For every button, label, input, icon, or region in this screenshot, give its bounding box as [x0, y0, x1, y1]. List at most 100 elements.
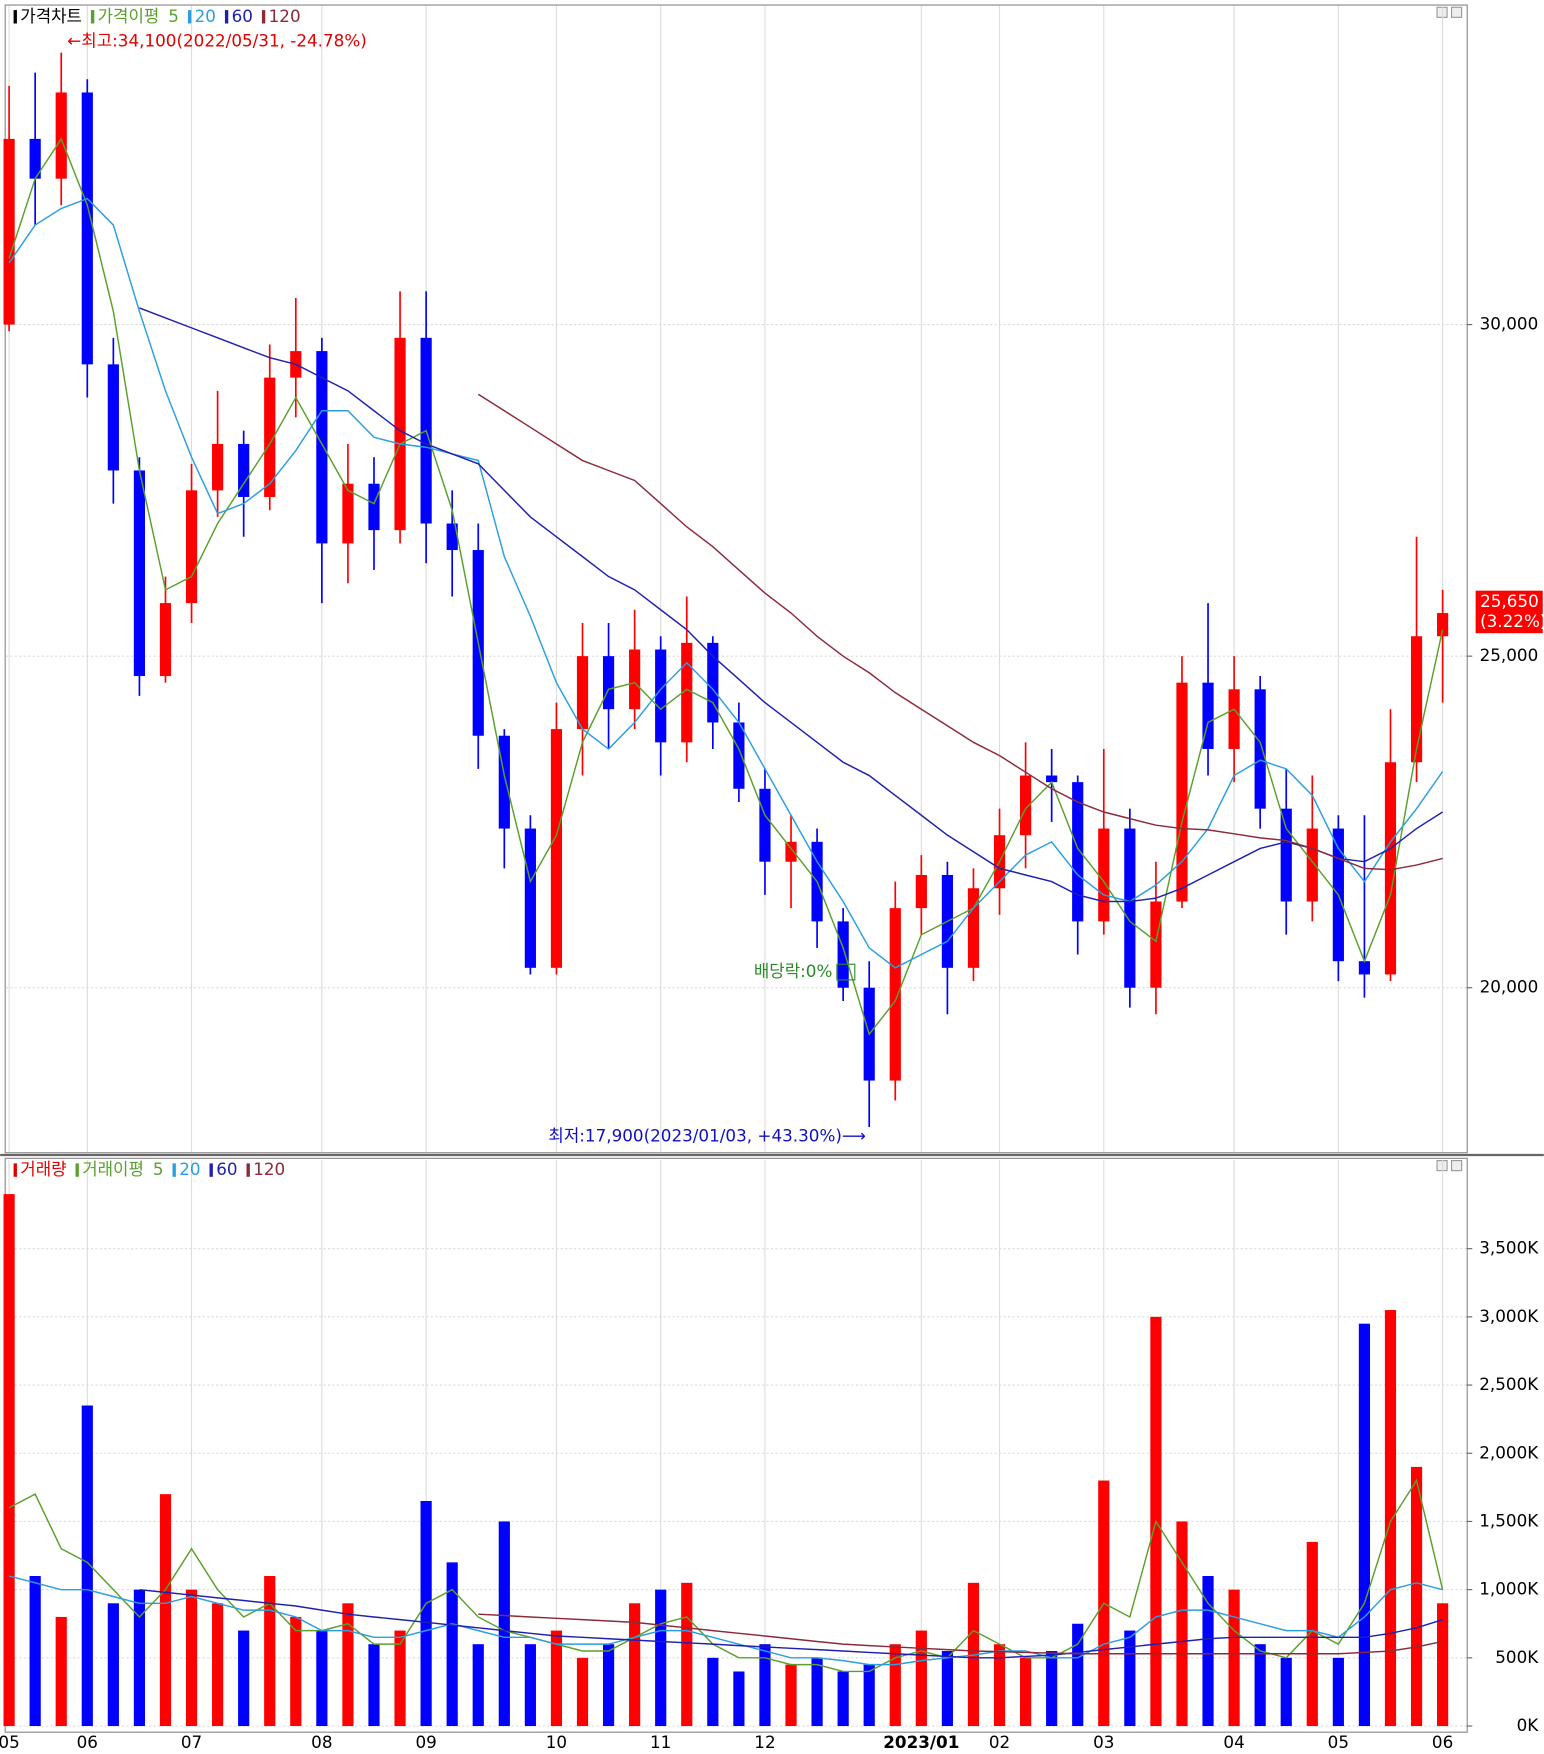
- x-tick-label: 03: [1093, 1732, 1114, 1752]
- x-tick-label: 12: [754, 1732, 775, 1752]
- volume-bar: [655, 1589, 667, 1727]
- volume-bar: [1019, 1657, 1032, 1727]
- legend-label: 거래량: [20, 1159, 66, 1179]
- legend-marker: [187, 10, 192, 24]
- volume-bar: [29, 1576, 41, 1727]
- y-tick-label: 20,000: [1480, 977, 1539, 997]
- x-tick-label: 04: [1223, 1732, 1244, 1752]
- candle-body: [1098, 828, 1110, 922]
- candle-body: [1046, 775, 1058, 783]
- volume-bar: [993, 1644, 1006, 1727]
- y-tick-label: 2,500K: [1479, 1374, 1539, 1394]
- volume-bar: [420, 1500, 432, 1727]
- legend-marker: [246, 1163, 250, 1177]
- legend-label: 가격차트: [20, 6, 82, 26]
- legend-label: 120: [269, 6, 301, 26]
- volume-bar: [733, 1671, 745, 1727]
- candle-body: [1306, 828, 1318, 902]
- candle-body: [316, 351, 328, 544]
- volume-bar: [1072, 1623, 1084, 1727]
- volume-bar: [1202, 1576, 1214, 1727]
- candle-body: [29, 138, 41, 179]
- legend-label: 가격이평: [98, 6, 160, 26]
- volume-bar: [1358, 1323, 1371, 1727]
- candle-body: [733, 722, 745, 789]
- x-tick-label: 06: [1432, 1732, 1453, 1752]
- candle-body: [1202, 682, 1214, 749]
- candle-body: [212, 443, 224, 491]
- high-annotation: ←최고:34,100(2022/05/31, -24.78%): [67, 30, 367, 50]
- volume-bar: [1280, 1657, 1292, 1727]
- y-tick-label: 25,000: [1480, 645, 1539, 665]
- legend-label: 60: [232, 6, 253, 26]
- candle-body: [707, 642, 719, 723]
- dividend-annotation: 배당락:0%: [754, 961, 833, 981]
- volume-bar: [342, 1603, 354, 1727]
- candle-body: [185, 490, 198, 604]
- candle-body: [446, 523, 458, 551]
- candle-body: [602, 656, 615, 710]
- volume-bar: [3, 1194, 15, 1727]
- volume-bar: [1254, 1644, 1266, 1727]
- volume-bar: [1437, 1603, 1449, 1727]
- legend-marker: [13, 1163, 17, 1177]
- candle-body: [342, 483, 354, 544]
- candle-body: [1072, 782, 1084, 922]
- candle-body: [238, 443, 250, 497]
- legend-label: 5: [168, 6, 179, 26]
- legend-marker: [224, 10, 229, 24]
- candle-body: [915, 874, 927, 909]
- legend-marker: [209, 1163, 213, 1177]
- volume-bar: [472, 1644, 484, 1727]
- moving-average-line: [139, 307, 1444, 903]
- x-tick-label: 05: [1328, 1732, 1349, 1752]
- volume-bar: [446, 1562, 458, 1727]
- candle-body: [759, 788, 771, 862]
- y-tick-label: 1,000K: [1479, 1579, 1539, 1599]
- candle-body: [967, 888, 980, 968]
- x-tick-label: 09: [415, 1732, 436, 1752]
- volume-bar: [212, 1603, 224, 1727]
- volume-bar: [1046, 1651, 1058, 1727]
- x-tick-label: 08: [311, 1732, 332, 1752]
- volume-bar: [1410, 1466, 1423, 1727]
- candle-body: [159, 603, 172, 677]
- volume-bar: [785, 1664, 797, 1727]
- legend-label: 20: [195, 6, 216, 26]
- candle-body: [264, 377, 276, 497]
- y-tick-label: 500K: [1495, 1647, 1539, 1667]
- volume-bar: [238, 1630, 250, 1727]
- candle-body: [1254, 689, 1266, 809]
- volume-bar: [185, 1589, 198, 1727]
- candle-body: [889, 908, 901, 1081]
- moving-average-line: [8, 197, 1444, 969]
- candle-body: [107, 364, 119, 471]
- legend-label: 5: [153, 1159, 164, 1179]
- candle-body: [81, 92, 93, 365]
- candle-body: [1437, 613, 1449, 637]
- last-price-label: 25,650: [1480, 591, 1539, 611]
- candle-body: [1019, 775, 1032, 836]
- close-button[interactable]: [1451, 6, 1463, 18]
- candle-body: [498, 735, 510, 829]
- candle-body: [1228, 689, 1240, 749]
- moving-average-line: [139, 1588, 1443, 1659]
- volume-bar: [707, 1657, 719, 1727]
- candle-body: [681, 642, 693, 743]
- volume-bar: [602, 1644, 615, 1727]
- volume-bar: [133, 1589, 146, 1727]
- y-tick-label: 30,000: [1480, 314, 1539, 334]
- moving-average-line: [478, 1613, 1443, 1655]
- volume-bar: [759, 1644, 771, 1727]
- candle-body: [1124, 828, 1136, 988]
- volume-bar: [941, 1651, 953, 1727]
- y-tick-label: 1,500K: [1479, 1510, 1539, 1530]
- volume-bar: [316, 1630, 328, 1727]
- candle-body: [394, 337, 406, 531]
- volume-bar: [915, 1630, 927, 1727]
- candle-body: [576, 656, 589, 730]
- candle-body: [1384, 762, 1397, 975]
- moving-average-line: [8, 1575, 1443, 1666]
- close-button[interactable]: [1451, 1160, 1463, 1172]
